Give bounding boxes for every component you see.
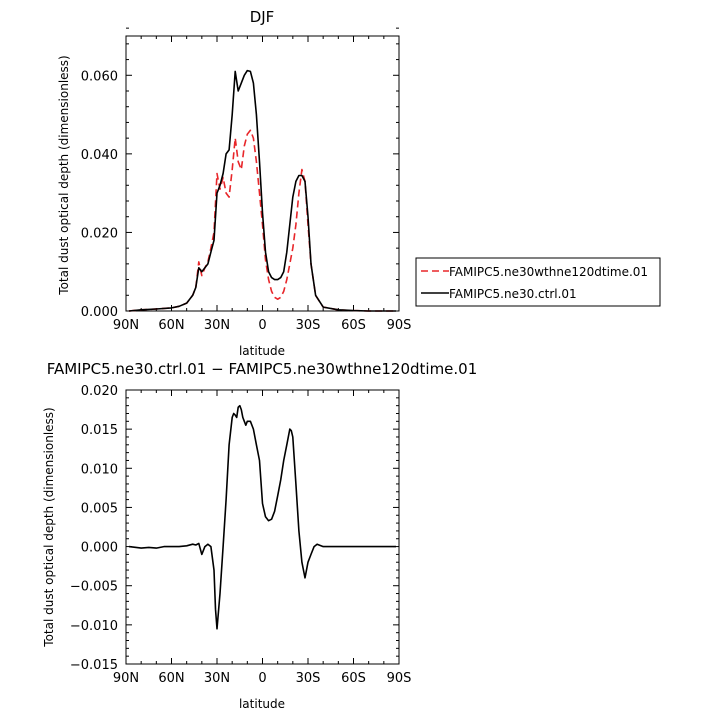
bottom-plot-frame — [125, 389, 400, 665]
bottom-y-tick-label: 0.005 — [81, 501, 118, 516]
top-x-axis-label: latitude — [239, 344, 285, 358]
bottom-y-tick-label: 0.010 — [81, 462, 118, 477]
bottom-y-tick-label: −0.015 — [70, 658, 118, 673]
bottom-y-axis-label: Total dust optical depth (dimensionless) — [42, 407, 56, 647]
top-y-tick-label: 0.020 — [81, 226, 118, 241]
top-x-tick-label: 60S — [341, 318, 366, 333]
bottom-y-tick-label: −0.010 — [70, 619, 118, 634]
legend-label-ne30wthne120dtime: FAMIPC5.ne30wthne120dtime.01 — [449, 265, 648, 279]
bottom-x-tick-label: 90N — [113, 671, 139, 686]
bottom-x-axis-label: latitude — [239, 697, 285, 711]
top-plot-frame — [125, 35, 400, 312]
top-x-tick-label: 90N — [113, 318, 139, 333]
top-x-tick-label: 0 — [258, 318, 266, 333]
legend: FAMIPC5.ne30wthne120dtime.01 FAMIPC5.ne3… — [415, 257, 661, 307]
top-series-line-1 — [128, 69, 396, 312]
bottom-y-tick-label: 0.015 — [81, 423, 118, 438]
top-chart-title: DJF — [250, 8, 275, 26]
top-y-axis-label: Total dust optical depth (dimensionless) — [57, 55, 71, 295]
bottom-x-tick-label: 30S — [296, 671, 321, 686]
top-x-tick-label: 30N — [204, 318, 230, 333]
bottom-series-line-0 — [128, 404, 396, 630]
bottom-x-tick-label: 30N — [204, 671, 230, 686]
top-x-tick-label: 30S — [296, 318, 321, 333]
bottom-x-tick-label: 0 — [258, 671, 266, 686]
bottom-y-tick-label: −0.005 — [70, 580, 118, 595]
legend-label-ctrl: FAMIPC5.ne30.ctrl.01 — [449, 287, 577, 301]
top-y-tick-label: 0.040 — [81, 148, 118, 163]
top-plot-area: 90N 60N 30N 0 30S 60S 90S 0.000 0.020 0.040 0.060 — [81, 27, 412, 333]
bottom-y-tick-label: 0.020 — [81, 384, 118, 399]
top-y-tick-label: 0.000 — [81, 305, 118, 320]
bottom-x-tick-label: 60N — [158, 671, 184, 686]
top-x-tick-label: 60N — [158, 318, 184, 333]
bottom-chart-title: FAMIPC5.ne30.ctrl.01 − FAMIPC5.ne30wthne… — [47, 360, 478, 378]
bottom-x-tick-label: 60S — [341, 671, 366, 686]
top-x-tick-label: 90S — [387, 318, 412, 333]
bottom-y-tick-label: 0.000 — [81, 541, 118, 556]
bottom-x-tick-label: 90S — [387, 671, 412, 686]
top-y-tick-label: 0.060 — [81, 69, 118, 84]
top-chart-panel: DJF 90N 60N 30N 0 30S 60S 90S 0.000 0.020 0.040 0.… — [57, 8, 411, 358]
bottom-chart-panel: FAMIPC5.ne30.ctrl.01 − FAMIPC5.ne30wthne… — [42, 360, 477, 711]
legend-box — [415, 257, 661, 307]
bottom-plot-area: 90N 60N 30N 0 30S 60S 90S −0.015 −0.010 −0.005 0.0… — [70, 384, 412, 686]
